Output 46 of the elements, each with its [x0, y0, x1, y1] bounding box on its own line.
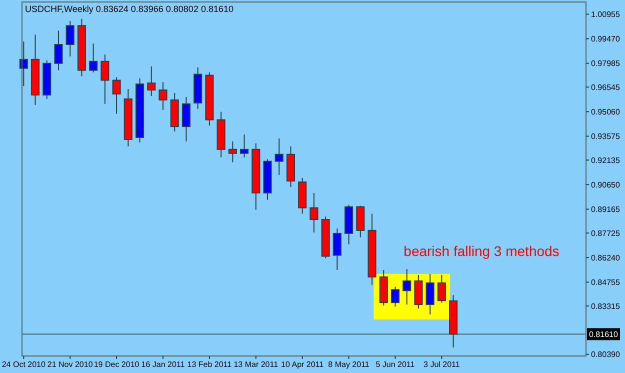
- candlestick: [402, 268, 412, 306]
- y-tick-label: 0.89165: [591, 204, 620, 214]
- candlestick: [158, 82, 168, 110]
- candlestick: [112, 76, 121, 114]
- y-tick-label: 1.00955: [591, 10, 620, 19]
- x-tick-label: 5 Jun 2011: [376, 360, 416, 369]
- candlestick: [332, 228, 342, 270]
- y-tick-label: 0.80390: [591, 350, 620, 360]
- y-tick-label: 0.92135: [591, 156, 620, 165]
- y-tick-label: 0.83315: [591, 302, 620, 311]
- x-tick-label: 13 Mar 2011: [234, 360, 279, 369]
- y-tick-label: 0.96545: [591, 82, 620, 92]
- y-tick-label: 0.87725: [591, 228, 620, 238]
- y-tick-label: 0.97985: [591, 59, 620, 68]
- ref-line-label: 0.81610: [589, 330, 618, 339]
- candlestick: [390, 286, 400, 308]
- y-tick-label: 0.95060: [591, 107, 620, 116]
- x-tick-label: 21 Nov 2010: [47, 360, 94, 369]
- x-tick-label: 13 Feb 2011: [187, 360, 232, 369]
- x-tick-label: 8 May 2011: [328, 360, 370, 369]
- x-tick-label: 10 Apr 2011: [281, 360, 324, 369]
- x-tick-label: 24 Oct 2010: [2, 360, 46, 369]
- y-tick-label: 0.90650: [591, 180, 620, 190]
- y-tick-label: 0.93575: [591, 132, 620, 142]
- candlestick: [274, 138, 284, 176]
- candlestick: [182, 96, 190, 142]
- annotation: bearish falling 3 methods: [404, 242, 560, 259]
- candlestick: [310, 192, 318, 233]
- candlestick: [437, 274, 446, 304]
- y-tick-label: 0.84755: [591, 278, 620, 287]
- candlestick: [54, 30, 63, 71]
- candlestick: [356, 205, 365, 238]
- candlestick: [426, 273, 434, 315]
- candlestick: [89, 43, 98, 73]
- candlestick: [147, 66, 156, 96]
- candlestick: [100, 54, 110, 104]
- chart-title: USDCHF,Weekly 0.83624 0.83966 0.80802 0.81610: [25, 4, 234, 14]
- candlestick: [66, 20, 74, 57]
- x-tick-label: 3 Jul 2011: [424, 360, 460, 369]
- x-tick-label: 19 Dec 2010: [94, 360, 140, 369]
- x-tick-label: 16 Jan 2011: [141, 360, 186, 369]
- candlestick: [414, 274, 423, 310]
- y-tick-label: 0.99470: [591, 34, 620, 44]
- y-tick-label: 0.86240: [591, 253, 620, 262]
- candlestick: [240, 134, 249, 158]
- candlestick: [228, 140, 237, 163]
